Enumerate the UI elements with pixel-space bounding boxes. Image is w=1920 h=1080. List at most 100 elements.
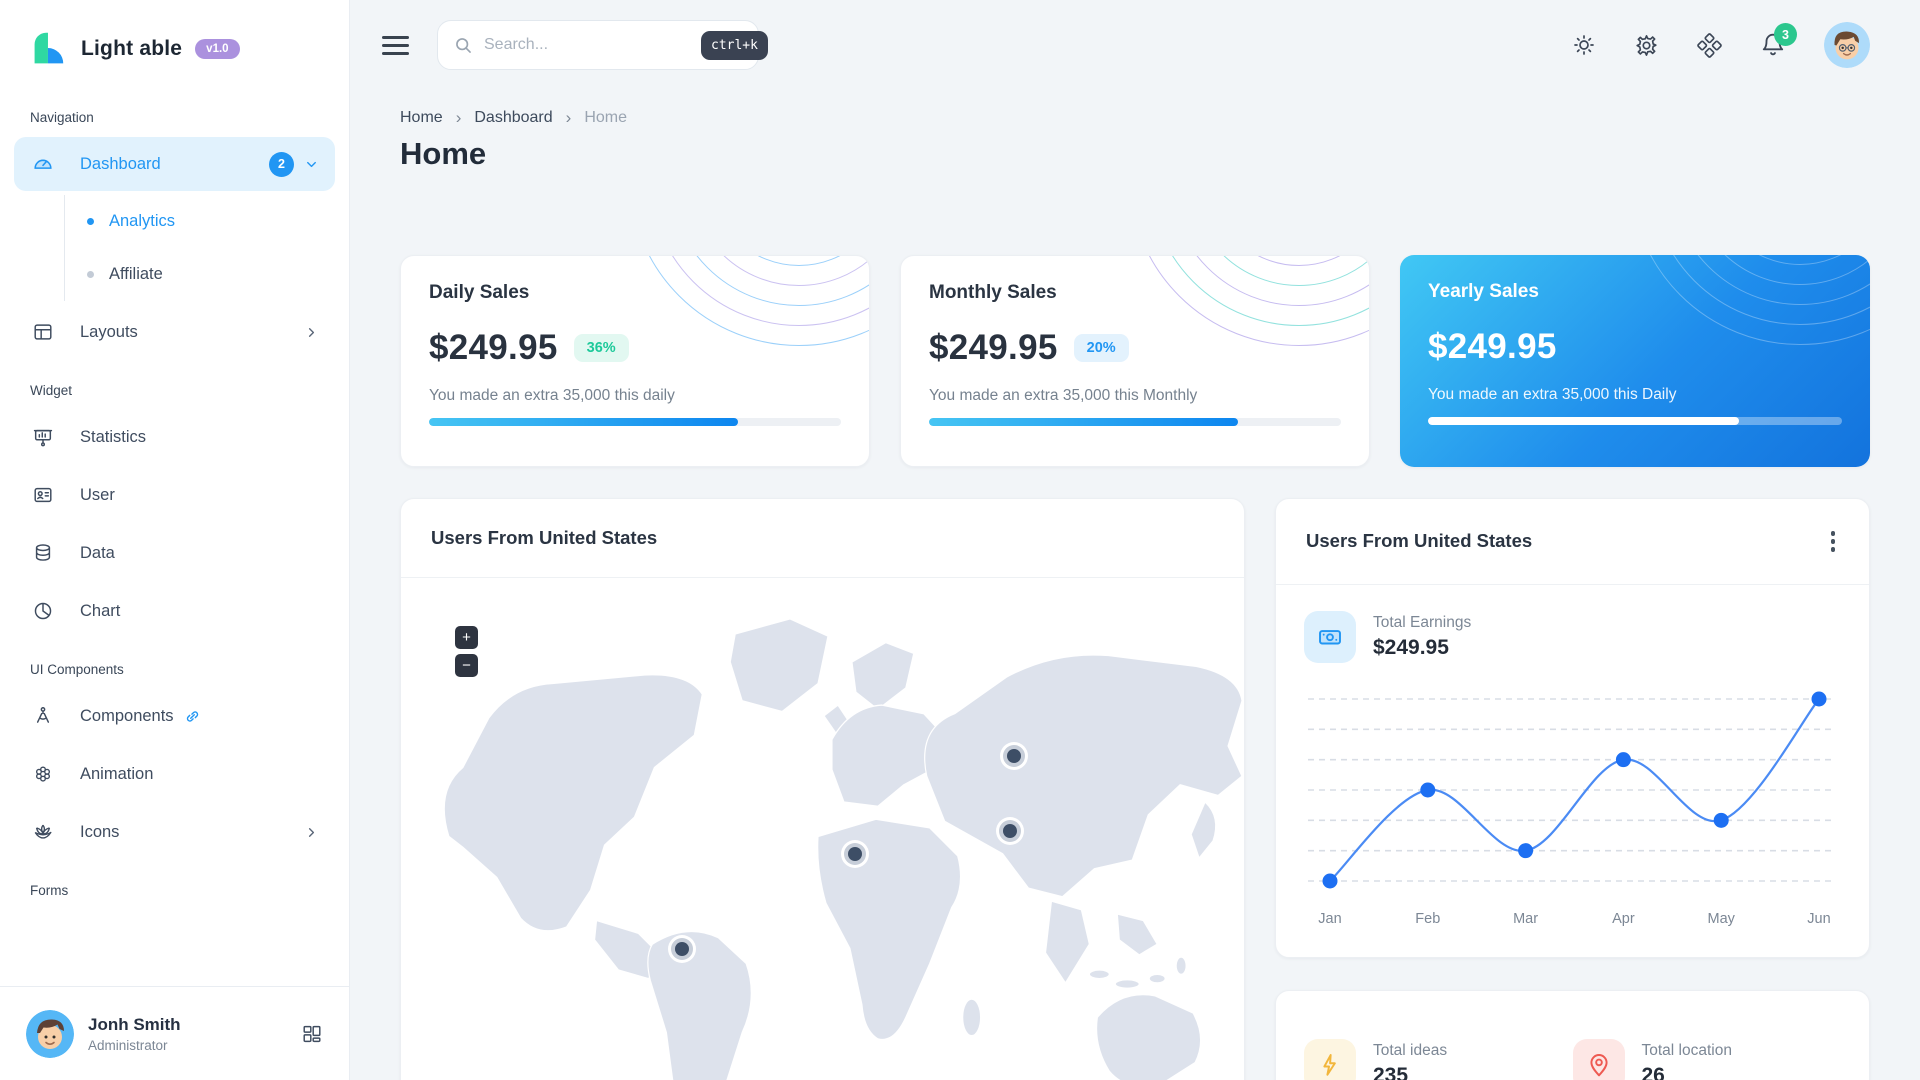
map-pin-icon: [1572, 1039, 1625, 1080]
svg-text:Jan: Jan: [1318, 911, 1341, 927]
lightning-icon: [1304, 1039, 1356, 1080]
theme-sun-icon[interactable]: [1572, 33, 1596, 57]
card-value: $249.95: [1428, 327, 1557, 366]
sidebar-item-label: Statistics: [80, 427, 147, 446]
card-value: $249.95: [429, 328, 558, 367]
card-title: Monthly Sales: [929, 282, 1057, 303]
card-subtitle: You made an extra 35,000 this Monthly: [929, 387, 1198, 404]
sidebar-section-ui-components: UI Components: [30, 662, 124, 677]
earnings-label: Total Earnings: [1373, 613, 1472, 631]
sidebar-item-icons[interactable]: Icons: [14, 805, 335, 859]
progress-track: [429, 418, 841, 426]
user-avatar[interactable]: [1824, 22, 1870, 68]
search-input[interactable]: [484, 36, 691, 54]
card-title: Yearly Sales: [1428, 281, 1539, 302]
search-shortcut-hint: ctrl+k: [701, 30, 768, 60]
stat-value: 235: [1373, 1064, 1409, 1080]
sidebar: Light able v1.0 Navigation Dashboard 2 A…: [0, 0, 350, 1080]
card-title: Daily Sales: [429, 282, 530, 303]
sidebar-item-label: Chart: [80, 601, 121, 620]
sidebar-item-layouts[interactable]: Layouts: [14, 305, 335, 359]
stat-label: Total ideas: [1373, 1042, 1448, 1059]
sidebar-item-statistics[interactable]: Statistics: [14, 410, 335, 464]
breadcrumb-home[interactable]: Home: [400, 109, 443, 126]
breadcrumb-dashboard[interactable]: Dashboard: [474, 109, 553, 126]
profile-avatar: [26, 1009, 74, 1058]
sidebar-item-data[interactable]: Data: [14, 526, 335, 580]
sidebar-item-chart[interactable]: Chart: [14, 584, 335, 638]
notification-count-badge: 3: [1774, 23, 1797, 46]
progress-fill: [429, 418, 738, 426]
map-zoom-out-button[interactable]: −: [455, 654, 478, 677]
card-title: Users From United States: [1306, 530, 1533, 552]
dashboard-subnav: Analytics Affiliate: [64, 195, 335, 301]
earnings-line-chart: Jan Feb Mar Apr May Jun: [1308, 691, 1835, 927]
apps-diamond-icon[interactable]: [1697, 32, 1722, 58]
sidebar-item-label: Layouts: [80, 322, 138, 341]
more-options-icon[interactable]: [1827, 527, 1840, 556]
sidebar-item-label: User: [80, 485, 115, 504]
monthly-sales-card: Monthly Sales $249.95 20% You made an ex…: [900, 255, 1370, 467]
profile-name: Jonh Smith: [88, 1014, 181, 1034]
stat-value: 26: [1641, 1064, 1665, 1080]
progress-fill: [1428, 417, 1739, 425]
earnings-chart-card: Users From United States Total Earnings …: [1275, 498, 1870, 958]
earnings-value: $249.95: [1373, 635, 1449, 659]
map-marker-egypt[interactable]: [847, 846, 862, 861]
map-marker-china[interactable]: [1003, 824, 1018, 839]
layout-icon: [32, 321, 54, 343]
pie-chart-icon: [32, 600, 54, 622]
external-link-icon: [184, 708, 201, 725]
map-zoom-in-button[interactable]: +: [455, 626, 478, 649]
sidebar-item-analytics[interactable]: Analytics: [65, 195, 335, 248]
sidebar-item-label: Analytics: [109, 212, 176, 230]
breadcrumb: Home › Dashboard › Home: [400, 108, 1870, 128]
app-logo-icon: [26, 28, 68, 70]
sidebar-item-user[interactable]: User: [14, 468, 335, 522]
search-icon: [453, 35, 474, 56]
app-name: Light able: [81, 37, 183, 60]
sidebar-item-dashboard[interactable]: Dashboard 2: [14, 137, 335, 191]
card-title: Users From United States: [431, 527, 658, 548]
search-box[interactable]: ctrl+k: [437, 20, 768, 70]
compass-tool-icon: [32, 705, 54, 727]
world-map-card: Users From United States + −: [400, 498, 1245, 1080]
sidebar-item-animation[interactable]: Animation: [14, 747, 335, 801]
world-map-graphic: [443, 618, 1243, 1080]
profile-role: Administrator: [88, 1037, 168, 1053]
map-marker-brazil[interactable]: [674, 942, 689, 957]
breadcrumb-separator-icon: ›: [455, 108, 462, 127]
total-location-stat: Total location 26: [1572, 1019, 1842, 1080]
sales-cards-row: Daily Sales $249.95 36% You made an extr…: [400, 255, 1870, 467]
sidebar-item-affiliate[interactable]: Affiliate: [65, 248, 335, 301]
sidebar-section-navigation: Navigation: [30, 110, 94, 125]
id-card-icon: [32, 484, 54, 506]
progress-track: [929, 418, 1341, 426]
world-map[interactable]: + −: [401, 578, 1244, 1080]
menu-toggle-icon[interactable]: [382, 31, 409, 60]
breadcrumb-separator-icon: ›: [565, 108, 572, 127]
sidebar-profile[interactable]: Jonh Smith Administrator: [0, 986, 349, 1080]
breadcrumb-current: Home: [584, 109, 627, 126]
percent-badge: 20%: [1073, 334, 1129, 362]
card-value: $249.95: [929, 328, 1058, 367]
card-header: Users From United States: [1276, 499, 1869, 585]
daily-sales-card: Daily Sales $249.95 36% You made an extr…: [400, 255, 870, 467]
profile-windows-icon[interactable]: [301, 1023, 323, 1045]
svg-text:Jun: Jun: [1807, 911, 1830, 927]
logo-row[interactable]: Light able v1.0: [0, 0, 349, 90]
database-icon: [32, 542, 54, 564]
bullet-icon: [87, 218, 94, 225]
card-header: Users From United States: [401, 499, 1244, 578]
notifications-bell-icon[interactable]: 3: [1760, 23, 1797, 58]
settings-gear-icon[interactable]: [1634, 33, 1659, 58]
stat-label: Total location: [1641, 1042, 1732, 1059]
map-marker-russia[interactable]: [1006, 748, 1021, 763]
sidebar-item-components[interactable]: Components: [14, 689, 335, 743]
sidebar-section-widget: Widget: [30, 383, 73, 398]
main-area: ctrl+k: [350, 0, 1920, 1080]
sidebar-item-label: Animation: [80, 764, 154, 783]
totals-card: Total ideas 235 Total location 26: [1275, 990, 1870, 1080]
sidebar-item-label: Components: [80, 706, 174, 725]
flower-icon: [32, 763, 54, 785]
